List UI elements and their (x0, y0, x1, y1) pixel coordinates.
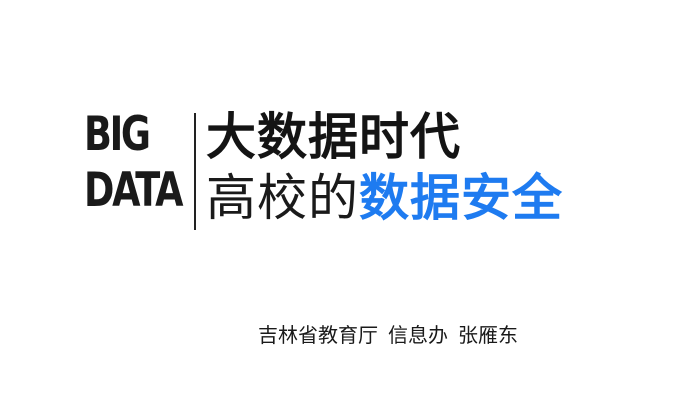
byline: 吉林省教育厅 信息办 张雁东 (258, 322, 528, 348)
logo-line-big: BIG (84, 107, 151, 162)
vertical-divider (194, 113, 196, 230)
slide-title: 大数据时代 (206, 108, 461, 166)
subtitle-plain-text: 高校的 (206, 169, 359, 227)
big-data-logo: BIG DATA (84, 110, 188, 230)
byline-organization: 吉林省教育厅 (258, 323, 378, 347)
subtitle-accent-text: 数据安全 (359, 169, 563, 227)
byline-department: 信息办 (388, 323, 448, 347)
logo-line-data: DATA (84, 163, 183, 218)
slide-subtitle: 高校的数据安全 (206, 170, 563, 226)
byline-author: 张雁东 (458, 323, 518, 347)
